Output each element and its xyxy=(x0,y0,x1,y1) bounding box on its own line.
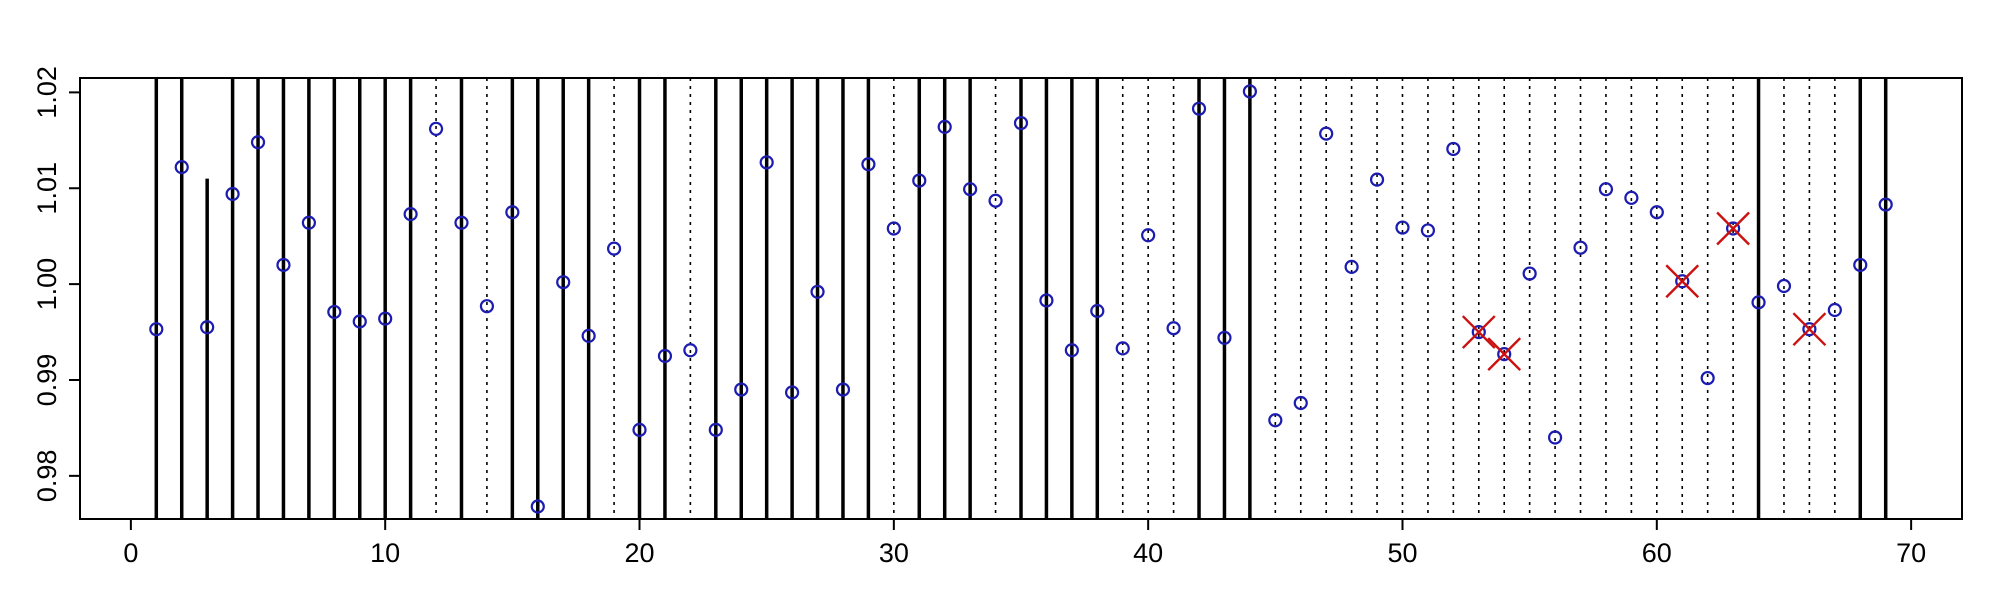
cross-marker xyxy=(1665,264,1700,299)
plot-frame xyxy=(79,77,1963,520)
data-point xyxy=(327,304,342,320)
data-point xyxy=(861,157,876,172)
y-axis: 0.98 0.99 1.00 1.01 1.02 xyxy=(32,66,80,502)
data-point xyxy=(149,322,164,337)
data-point xyxy=(1598,182,1614,197)
data-point xyxy=(505,205,520,220)
data-point xyxy=(1700,370,1715,386)
x-tick-label: 0 xyxy=(123,538,138,568)
data-point xyxy=(1039,293,1054,308)
x-tick-label: 40 xyxy=(1133,538,1163,568)
data-point xyxy=(1191,101,1207,116)
data-point xyxy=(1369,172,1385,187)
cross-stroke xyxy=(1716,211,1750,246)
data-point xyxy=(988,193,1003,208)
data-point xyxy=(1064,343,1079,358)
data-point xyxy=(810,284,825,299)
data-point xyxy=(200,320,215,335)
data-point xyxy=(683,343,698,358)
data-point xyxy=(657,348,673,364)
data-point xyxy=(352,314,367,329)
x-tick-label: 70 xyxy=(1896,538,1926,568)
y-tick-label: 1.00 xyxy=(32,258,62,311)
x-tick-label: 50 xyxy=(1387,538,1417,568)
data-point xyxy=(556,275,571,290)
data-point xyxy=(1420,223,1436,238)
data-point xyxy=(1522,266,1537,281)
data-point xyxy=(174,160,189,175)
data-point xyxy=(403,207,418,222)
data-point xyxy=(785,385,800,400)
data-point xyxy=(225,186,240,202)
data-point xyxy=(1115,341,1130,356)
data-point xyxy=(708,422,723,437)
cross-stroke xyxy=(1461,315,1496,349)
data-point xyxy=(1090,303,1105,319)
y-tick-label: 1.01 xyxy=(32,162,62,215)
data-point xyxy=(1166,321,1181,336)
cross-marker xyxy=(1716,211,1750,246)
data-point xyxy=(734,382,749,397)
data-point xyxy=(1293,395,1308,411)
data-point xyxy=(759,155,774,170)
data-point xyxy=(937,119,952,134)
data-point xyxy=(1268,413,1283,428)
cross-stroke xyxy=(1792,312,1827,347)
data-point xyxy=(1242,84,1257,99)
data-point xyxy=(963,182,978,197)
data-point xyxy=(428,121,444,136)
data-point xyxy=(1624,190,1639,205)
data-point xyxy=(1446,141,1461,157)
data-point xyxy=(1751,295,1766,310)
data-point xyxy=(1726,221,1741,236)
data-point xyxy=(1547,430,1563,445)
data-point xyxy=(1471,324,1486,340)
data-point xyxy=(1878,197,1893,212)
x-tick-label: 10 xyxy=(370,538,400,568)
x-axis: 0 10 20 30 40 50 60 70 xyxy=(123,519,1926,568)
x-tick-label: 60 xyxy=(1642,538,1672,568)
cross-marker xyxy=(1461,315,1496,349)
cross-stroke xyxy=(1665,264,1700,299)
cross-marker xyxy=(1487,337,1522,371)
cross-markers-layer xyxy=(1461,211,1827,371)
data-point xyxy=(1649,205,1664,220)
cross-marker xyxy=(1792,312,1827,347)
x-tick-label: 20 xyxy=(624,538,654,568)
data-point xyxy=(835,382,851,397)
data-point xyxy=(1395,220,1410,235)
vertical-lines-layer xyxy=(154,78,1888,519)
x-tick-label: 30 xyxy=(879,538,909,568)
data-point xyxy=(1497,347,1512,362)
cross-stroke xyxy=(1487,337,1522,371)
data-point xyxy=(1344,259,1359,274)
data-point xyxy=(1573,240,1588,255)
y-tick-label: 0.99 xyxy=(32,354,62,407)
data-point xyxy=(301,215,316,230)
data-point xyxy=(1776,278,1792,294)
points-layer xyxy=(149,84,1893,514)
data-point xyxy=(1827,302,1842,318)
data-point xyxy=(886,221,901,236)
data-point xyxy=(276,257,291,273)
y-tick-label: 1.02 xyxy=(32,66,62,119)
data-point xyxy=(1802,322,1817,337)
data-point xyxy=(1013,115,1029,131)
y-tick-label: 0.98 xyxy=(32,450,62,503)
data-point xyxy=(378,311,393,326)
data-point xyxy=(1675,274,1690,289)
data-point xyxy=(1319,126,1334,141)
data-point xyxy=(530,499,545,514)
data-point xyxy=(632,422,647,437)
data-point xyxy=(479,299,495,314)
data-point xyxy=(912,173,927,188)
data-point xyxy=(1853,257,1868,273)
data-point xyxy=(606,241,622,256)
data-point xyxy=(250,135,266,150)
data-point xyxy=(581,328,596,343)
data-point xyxy=(1217,330,1232,345)
data-point xyxy=(1141,228,1156,243)
data-point xyxy=(454,215,469,230)
